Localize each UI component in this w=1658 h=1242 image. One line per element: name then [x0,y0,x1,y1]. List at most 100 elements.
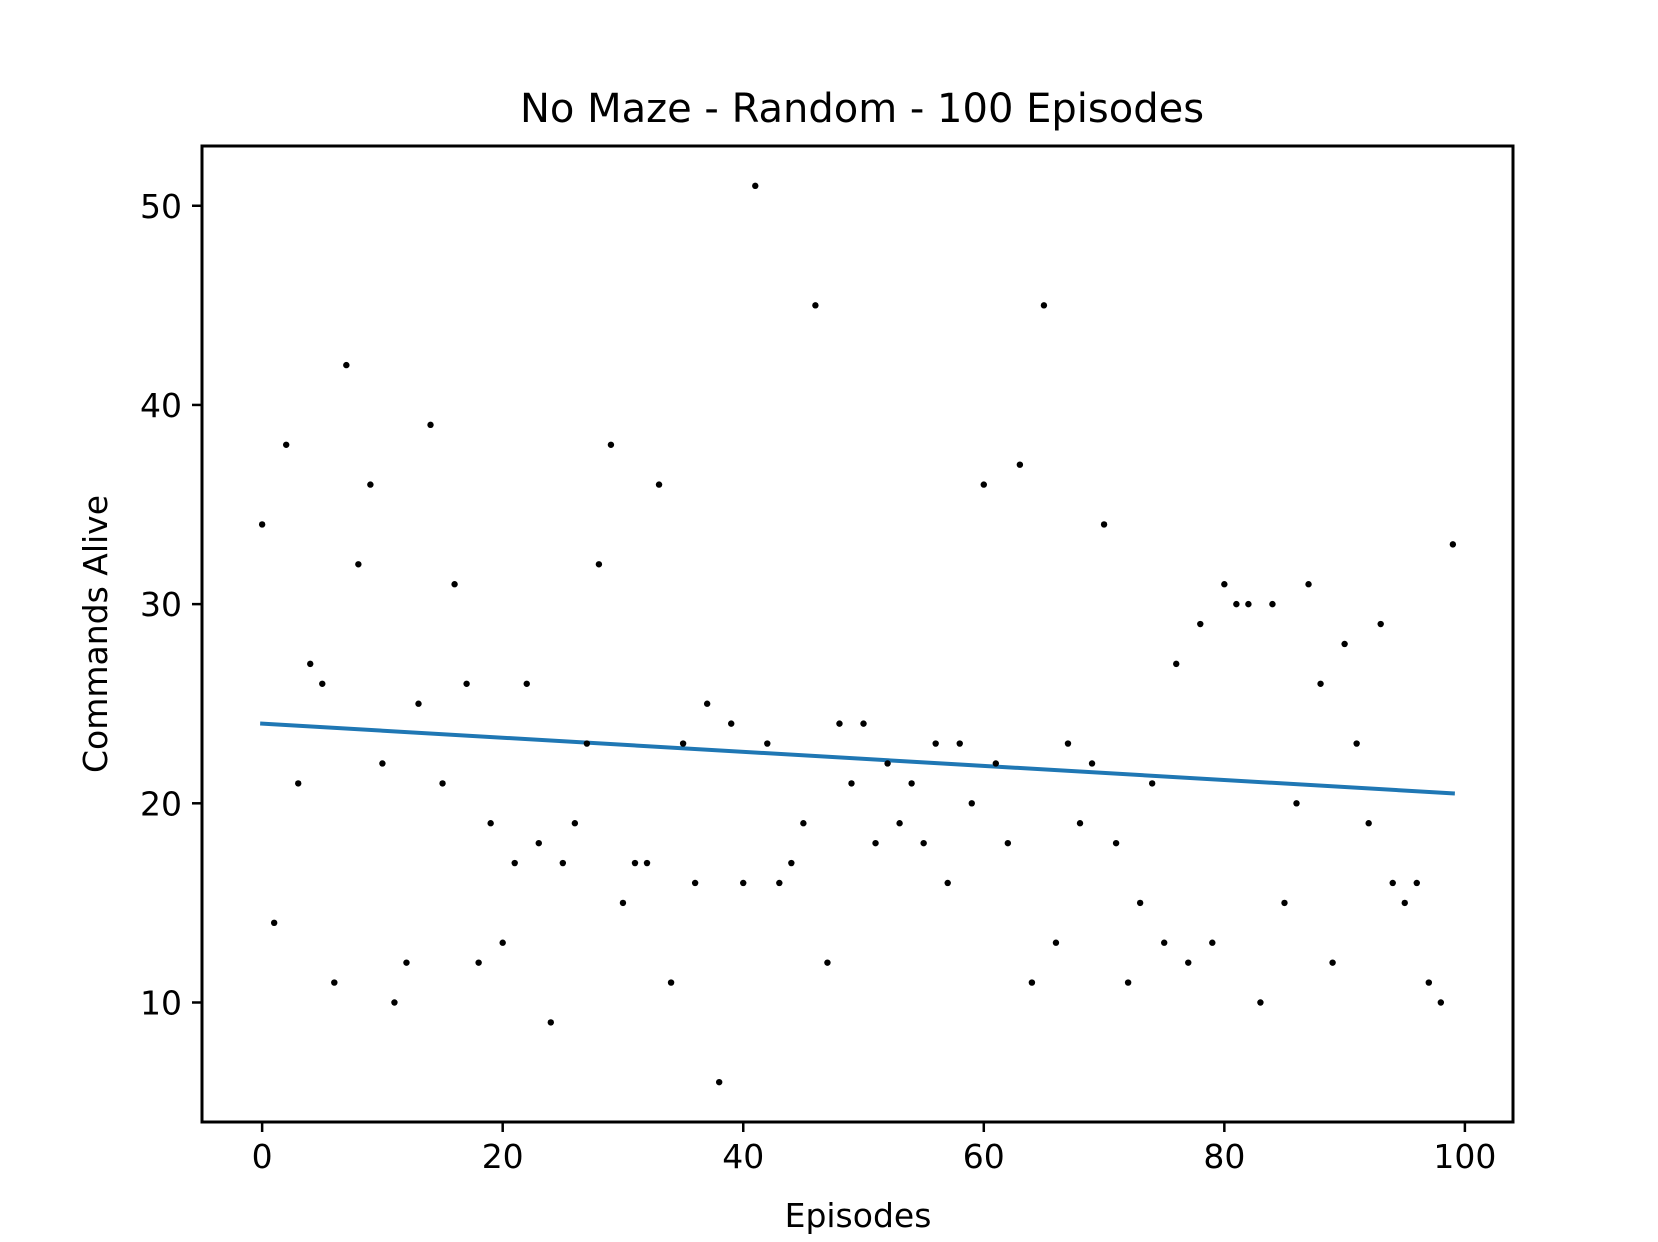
data-point [571,820,579,827]
data-point [1305,581,1312,588]
data-point [1100,521,1108,528]
data-point [583,740,591,747]
data-point [463,680,470,687]
data-point [451,581,458,588]
x-axis-label: Episodes [785,1196,932,1235]
data-point [728,720,735,727]
data-point [367,481,374,488]
data-point [270,919,278,927]
data-point [932,740,939,747]
data-point [776,879,783,887]
data-point [956,740,963,747]
data-point [812,302,819,309]
data-point [487,820,494,827]
data-point [1245,600,1252,608]
data-point [1136,899,1144,907]
data-point [1365,820,1372,827]
data-point [1185,959,1192,966]
data-point [992,760,1000,767]
data-point [379,760,386,767]
data-point [1353,740,1360,747]
data-point [679,740,687,747]
data-point [1221,581,1228,588]
data-point [1148,780,1156,787]
data-point [1269,600,1276,608]
data-point [980,481,987,488]
data-point [1004,839,1012,847]
plot-frame [200,144,1515,1124]
data-point [1209,939,1216,946]
data-point [439,780,446,787]
data-point [559,859,567,867]
data-point [788,859,795,867]
x-tick-label: 40 [722,1137,764,1176]
data-point [1016,461,1024,468]
y-tick-label: 40 [140,386,182,425]
data-point [511,859,518,867]
data-point [1112,839,1120,847]
data-point [1124,979,1132,986]
data-point [1413,879,1420,887]
x-tick-label: 80 [1203,1137,1245,1176]
data-point [643,859,651,867]
data-point [1317,680,1324,687]
data-point [319,680,326,687]
data-point [1161,939,1168,946]
data-point [1064,740,1072,747]
data-point [1329,959,1336,966]
data-point [427,421,434,429]
data-point [1197,620,1204,628]
data-point [631,859,639,867]
data-point [1281,899,1288,907]
x-tick-label: 0 [252,1137,273,1176]
data-point [752,182,759,190]
data-point [1341,640,1348,648]
data-point [1389,879,1396,887]
data-point [1088,760,1096,767]
x-tick-label: 20 [482,1137,524,1176]
data-point [1401,899,1408,907]
y-tick-label: 20 [140,784,182,823]
data-point [1293,800,1300,807]
data-point [535,839,542,847]
data-point [595,561,603,568]
data-point [715,1078,723,1086]
data-point [1233,600,1240,608]
data-point [343,361,350,369]
data-point [1257,999,1264,1006]
data-point [836,720,843,727]
data-point [1052,939,1060,946]
data-point [764,740,771,747]
trend-line [260,721,1455,796]
data-point [475,959,482,966]
data-point [740,879,747,887]
data-point [896,820,903,827]
data-point [667,979,675,986]
y-tick-label: 50 [140,187,182,226]
x-tick-label: 60 [963,1137,1005,1176]
data-point [391,999,398,1006]
y-tick-label: 10 [140,983,182,1022]
data-point [1173,660,1180,668]
y-tick-label: 30 [140,585,182,624]
y-axis-label: Commands Alive [76,495,115,773]
data-point [824,959,831,966]
data-point [403,959,410,966]
data-point [1028,979,1036,986]
data-point [307,660,314,668]
data-point [607,441,615,448]
data-point [800,820,807,827]
data-point [872,839,879,847]
data-point [884,760,891,767]
data-point [1449,541,1457,548]
data-point [547,1019,554,1026]
data-point [655,481,663,488]
data-point [1437,999,1445,1006]
data-point [908,780,915,787]
data-point [691,879,699,887]
data-point [415,700,422,707]
data-point [523,680,530,687]
data-point [619,899,627,907]
data-point [258,521,266,528]
